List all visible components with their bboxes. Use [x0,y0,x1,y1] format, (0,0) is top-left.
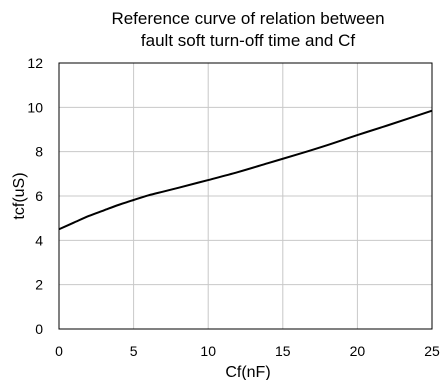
plot-frame [58,62,433,330]
x-tick-labels: 0 5 10 15 20 25 [55,343,440,359]
x-tick-label: 15 [275,343,291,359]
x-tick-label: 20 [350,343,366,359]
grid-layer [58,62,433,330]
y-tick-label: 8 [35,144,43,160]
series-layer [58,109,433,231]
x-axis-label: Cf(nF) [225,364,270,380]
y-tick-label: 10 [27,99,43,115]
y-tick-label: 0 [35,321,43,337]
y-tick-label: 2 [35,277,43,293]
y-axis-label: tcf(uS) [11,172,28,219]
x-tick-label: 0 [55,343,63,359]
y-tick-label: 4 [35,232,43,248]
x-tick-label: 25 [424,343,440,359]
y-tick-label: 12 [27,55,43,71]
x-tick-label: 10 [200,343,216,359]
x-tick-label: 5 [130,343,138,359]
series-line [58,109,433,231]
y-tick-label: 6 [35,188,43,204]
chart-title-line-1: Reference curve of relation between [111,9,384,28]
y-tick-labels: 0 2 4 6 8 10 12 [27,55,43,337]
chart-title-line-2: fault soft turn-off time and Cf [141,31,355,50]
